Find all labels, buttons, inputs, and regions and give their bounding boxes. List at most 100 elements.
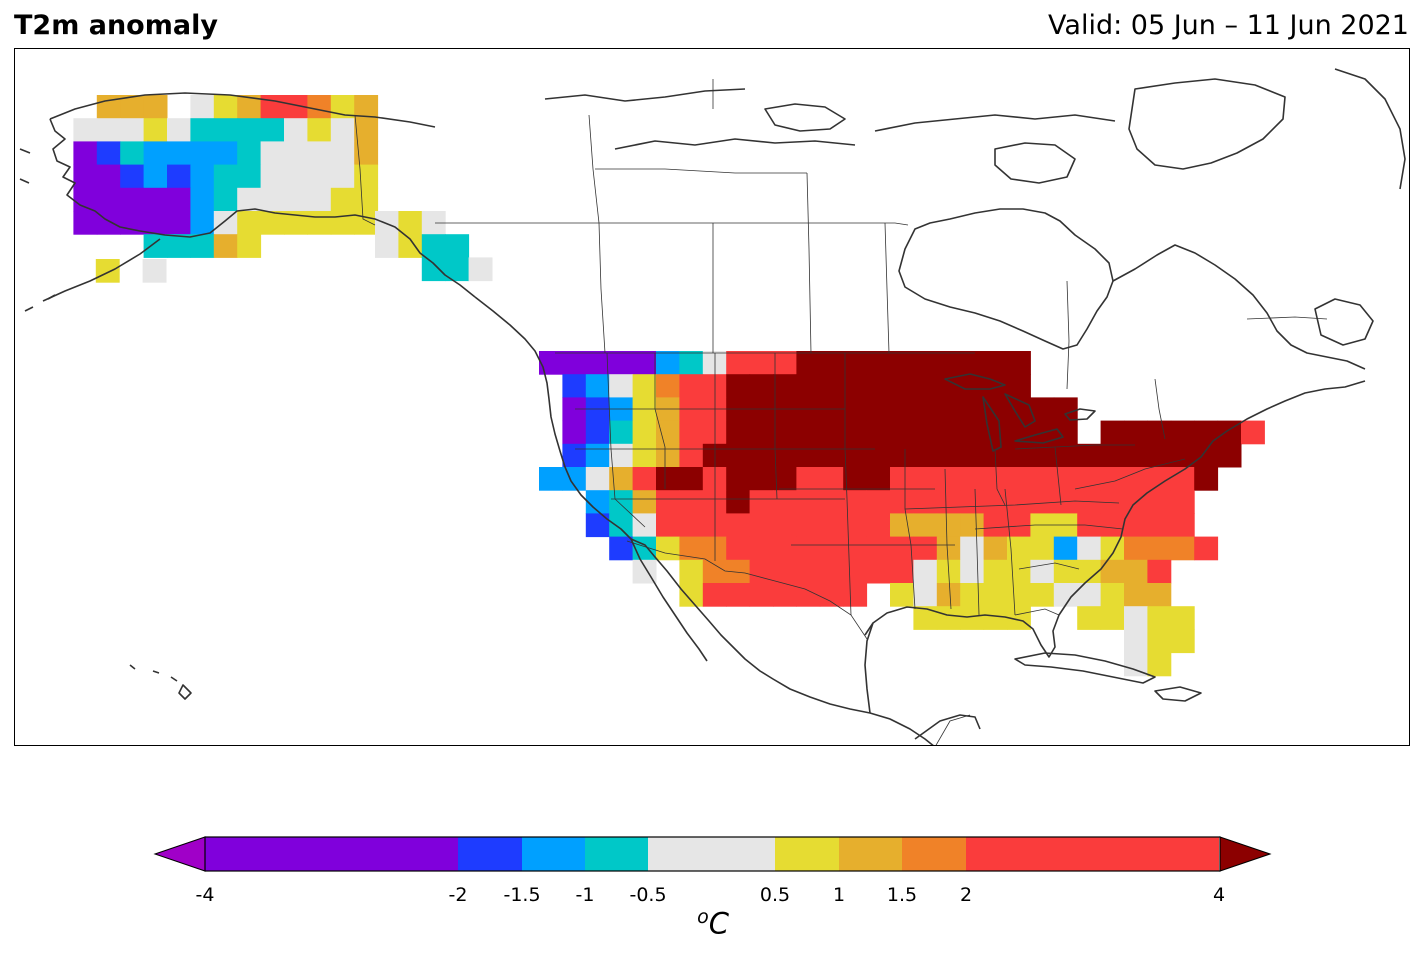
anomaly-cell — [284, 118, 308, 142]
anomaly-cell — [421, 257, 446, 282]
anomaly-cell — [585, 374, 610, 398]
anomaly-cell — [843, 351, 868, 375]
anomaly-cell — [1100, 536, 1125, 561]
anomaly-cell — [143, 118, 168, 142]
anomaly-cell — [1053, 397, 1078, 422]
anomaly-cell — [773, 420, 797, 445]
anomaly-cell — [1007, 467, 1031, 491]
anomaly-cell — [585, 420, 610, 445]
anomaly-cell — [656, 420, 680, 445]
colorbar-over-extension — [1219, 836, 1272, 872]
anomaly-cell — [1170, 513, 1195, 538]
anomaly-cell — [913, 606, 938, 630]
anomaly-cell — [960, 351, 985, 375]
coastlines — [19, 68, 1406, 745]
anomaly-cell — [819, 559, 844, 584]
anomaly-cell — [1100, 513, 1125, 538]
anomaly-cell — [773, 467, 797, 491]
valid-period: Valid: 05 Jun – 11 Jun 2021 — [1048, 10, 1409, 41]
anomaly-cell — [143, 234, 168, 258]
anomaly-cell — [843, 443, 868, 468]
anomaly-cell — [983, 374, 1008, 398]
anomaly-cell — [1053, 559, 1078, 584]
anomaly-cell — [330, 118, 355, 142]
anomaly-cell — [749, 467, 774, 491]
anomaly-cell — [702, 583, 727, 607]
anomaly-cell — [1007, 536, 1031, 561]
anomaly-cell — [120, 141, 145, 166]
colorbar-bin-0 — [205, 837, 458, 871]
anomaly-cell — [726, 513, 751, 538]
anomaly-cell — [913, 559, 938, 584]
anomaly-cell — [796, 513, 821, 538]
anomaly-cell — [1007, 443, 1031, 468]
anomaly-cell — [143, 95, 168, 119]
colorbar-tick-label: 1 — [832, 884, 846, 906]
anomaly-cell — [237, 187, 262, 212]
anomaly-cell — [773, 374, 797, 398]
anomaly-cell — [284, 211, 308, 235]
anomaly-cell — [1194, 420, 1219, 445]
colorbar-tick-label: 2 — [959, 884, 973, 906]
anomaly-cell — [983, 606, 1008, 630]
anomaly-cell — [1170, 490, 1195, 514]
anomaly-cell — [866, 490, 891, 514]
anomaly-cell — [890, 513, 914, 538]
anomaly-cell — [726, 490, 751, 514]
anomaly-cell — [354, 95, 379, 119]
colorbar-tick-label: -1 — [575, 884, 595, 906]
anomaly-cell — [190, 164, 215, 189]
anomaly-cell — [213, 141, 238, 166]
anomaly-cell — [796, 443, 821, 468]
anomaly-cell — [445, 234, 470, 258]
anomaly-cell — [354, 118, 379, 142]
anomaly-cell — [1053, 583, 1078, 607]
colorbar-bin-1 — [458, 837, 522, 871]
anomaly-cell — [1147, 536, 1172, 561]
anomaly-cell — [702, 559, 727, 584]
anomaly-cell — [1124, 420, 1148, 445]
anomaly-cell — [936, 513, 961, 538]
anomaly-cell — [398, 234, 423, 258]
anomaly-cell — [632, 490, 657, 514]
anomaly-cell — [913, 583, 938, 607]
anomaly-cell — [866, 536, 891, 561]
colorbar-bin-3 — [585, 837, 648, 871]
anomaly-cell — [913, 467, 938, 491]
anomaly-cell — [890, 397, 914, 422]
anomaly-cell — [354, 211, 379, 235]
colorbar-bin-4 — [648, 837, 775, 871]
colorbar-bin-6 — [839, 837, 902, 871]
anomaly-cell — [354, 164, 379, 189]
anomaly-cell — [354, 187, 379, 212]
anomaly-cell — [1100, 420, 1125, 445]
anomaly-cell — [913, 420, 938, 445]
anomaly-cell — [819, 374, 844, 398]
anomaly-cell — [773, 443, 797, 468]
anomaly-cell — [983, 467, 1008, 491]
anomaly-cell — [73, 118, 98, 142]
anomaly-cell — [1124, 606, 1148, 630]
anomaly-cell — [1147, 490, 1172, 514]
anomaly-cell — [375, 234, 399, 258]
colorbar-under-extension — [153, 836, 206, 872]
anomaly-cell — [632, 443, 657, 468]
anomaly-cell — [936, 397, 961, 422]
anomaly-cell — [1030, 443, 1055, 468]
anomaly-cell — [843, 420, 868, 445]
anomaly-cell — [819, 513, 844, 538]
anomaly-cell — [936, 606, 961, 630]
anomaly-cell — [679, 490, 704, 514]
anomaly-cell — [796, 583, 821, 607]
anomaly-cell — [819, 536, 844, 561]
anomaly-cell — [167, 211, 191, 235]
anomaly-cell — [1147, 629, 1172, 654]
anomaly-cell — [1077, 606, 1102, 630]
anomaly-cell — [213, 164, 238, 189]
anomaly-cell — [1053, 467, 1078, 491]
anomaly-cell — [749, 583, 774, 607]
anomaly-cell — [843, 559, 868, 584]
anomaly-cell — [167, 164, 191, 189]
anomaly-cell — [1100, 583, 1125, 607]
anomaly-cell — [1170, 606, 1195, 630]
